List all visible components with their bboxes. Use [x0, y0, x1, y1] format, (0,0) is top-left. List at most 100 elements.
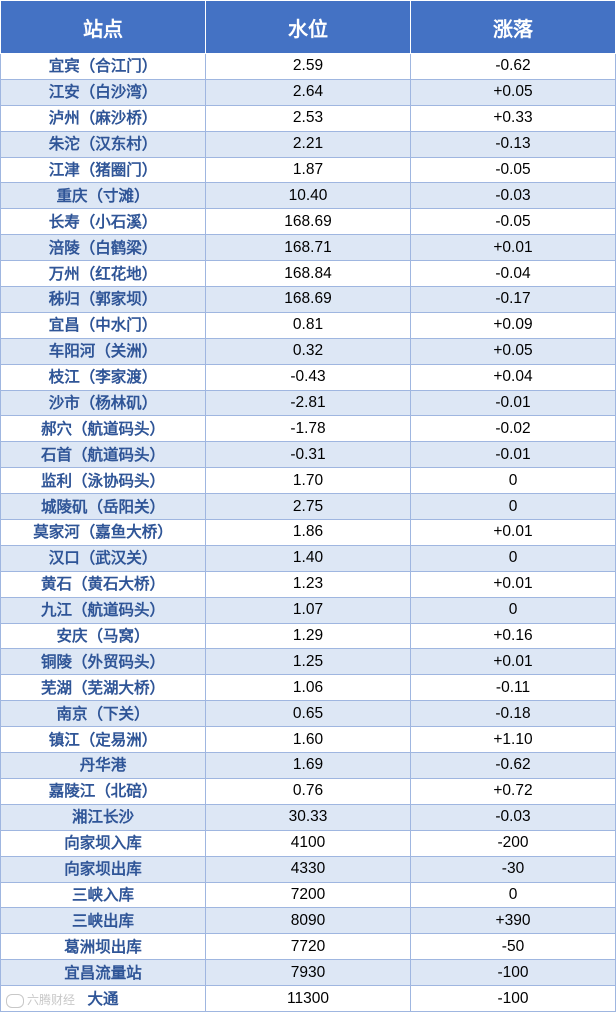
- water-level-cell: -0.43: [205, 363, 411, 391]
- change-cell: -0.18: [410, 700, 616, 728]
- change-cell: +0.33: [410, 104, 616, 132]
- water-level-cell: 1.86: [205, 519, 411, 546]
- station-cell: 湘江长沙: [0, 803, 206, 831]
- change-cell: +0.72: [410, 777, 616, 805]
- station-cell: 万州（红花地）: [0, 260, 206, 288]
- table-row: 三峡入库 7200 0: [0, 881, 616, 909]
- water-level-cell: 0.76: [205, 777, 411, 805]
- change-cell: -0.13: [410, 130, 616, 158]
- station-cell: 黄石（黄石大桥）: [0, 570, 206, 598]
- water-level-cell: 1.70: [205, 467, 411, 495]
- station-cell: 宜宾（合江门）: [0, 53, 206, 80]
- change-cell: +0.01: [410, 234, 616, 262]
- change-cell: -0.62: [410, 752, 616, 779]
- station-cell: 嘉陵江（北碚）: [0, 777, 206, 805]
- station-cell: 车阳河（关洲）: [0, 337, 206, 365]
- water-level-cell: 1.87: [205, 156, 411, 184]
- water-level-cell: 4330: [205, 855, 411, 883]
- table-row: 黄石（黄石大桥） 1.23 +0.01: [0, 570, 616, 598]
- station-cell: 监利（泳协码头）: [0, 467, 206, 495]
- station-cell: 城陵矶（岳阳关）: [0, 493, 206, 521]
- station-cell: 宜昌流量站: [0, 959, 206, 987]
- change-cell: +0.09: [410, 311, 616, 339]
- water-level-cell: 7930: [205, 959, 411, 987]
- table-row: 丹华港 1.69 -0.62: [0, 752, 616, 779]
- change-cell: -100: [410, 985, 616, 1012]
- table-row: 三峡出库 8090 +390: [0, 907, 616, 935]
- water-level-cell: 2.64: [205, 78, 411, 106]
- station-cell: 长寿（小石溪）: [0, 208, 206, 236]
- change-cell: -100: [410, 959, 616, 987]
- station-cell: 莫家河（嘉鱼大桥）: [0, 519, 206, 546]
- header-change: 涨落: [410, 0, 616, 54]
- table-row: 汉口（武汉关） 1.40 0: [0, 544, 616, 572]
- station-cell: 芜湖（芜湖大桥）: [0, 674, 206, 702]
- station-cell: 江安（白沙湾）: [0, 78, 206, 106]
- station-cell: 汉口（武汉关）: [0, 544, 206, 572]
- change-cell: -0.01: [410, 441, 616, 469]
- water-level-cell: 2.53: [205, 104, 411, 132]
- table-row: 江津（猪圈门） 1.87 -0.05: [0, 156, 616, 184]
- change-cell: -50: [410, 933, 616, 961]
- water-level-cell: 7720: [205, 933, 411, 961]
- table-row: 朱沱（汉东村） 2.21 -0.13: [0, 130, 616, 158]
- water-level-cell: 11300: [205, 985, 411, 1012]
- change-cell: +1.10: [410, 726, 616, 754]
- change-cell: +0.01: [410, 570, 616, 598]
- table-row: 秭归（郭家坝） 168.69 -0.17: [0, 286, 616, 313]
- table-row: 车阳河（关洲） 0.32 +0.05: [0, 337, 616, 365]
- water-level-cell: 168.69: [205, 208, 411, 236]
- water-level-cell: 7200: [205, 881, 411, 909]
- water-level-cell: 168.71: [205, 234, 411, 262]
- water-level-cell: 168.84: [205, 260, 411, 288]
- station-cell: 秭归（郭家坝）: [0, 286, 206, 313]
- change-cell: 0: [410, 596, 616, 624]
- table-row: 宜宾（合江门） 2.59 -0.62: [0, 53, 616, 80]
- table-row: 宜昌（中水门） 0.81 +0.09: [0, 311, 616, 339]
- station-cell: 三峡出库: [0, 907, 206, 935]
- water-level-cell: 30.33: [205, 803, 411, 831]
- station-cell: 向家坝入库: [0, 829, 206, 857]
- change-cell: -0.05: [410, 208, 616, 236]
- station-cell: 枝江（李家渡）: [0, 363, 206, 391]
- table-row: 安庆（马窝） 1.29 +0.16: [0, 622, 616, 650]
- change-cell: -0.62: [410, 53, 616, 80]
- water-level-cell: 0.32: [205, 337, 411, 365]
- station-cell: 南京（下关）: [0, 700, 206, 728]
- table-row: 万州（红花地） 168.84 -0.04: [0, 260, 616, 288]
- table-row: 向家坝出库 4330 -30: [0, 855, 616, 883]
- table-row: 江安（白沙湾） 2.64 +0.05: [0, 78, 616, 106]
- water-level-cell: 168.69: [205, 286, 411, 313]
- header-water-level: 水位: [205, 0, 411, 54]
- change-cell: -0.01: [410, 389, 616, 417]
- change-cell: +0.01: [410, 519, 616, 546]
- table-row: 枝江（李家渡） -0.43 +0.04: [0, 363, 616, 391]
- water-level-cell: 2.75: [205, 493, 411, 521]
- station-cell: 铜陵（外贸码头）: [0, 648, 206, 676]
- station-cell: 朱沱（汉东村）: [0, 130, 206, 158]
- water-level-cell: -1.78: [205, 415, 411, 443]
- station-cell: 安庆（马窝）: [0, 622, 206, 650]
- station-cell: 三峡入库: [0, 881, 206, 909]
- change-cell: 0: [410, 467, 616, 495]
- water-level-cell: 2.59: [205, 53, 411, 80]
- change-cell: +390: [410, 907, 616, 935]
- station-cell: 沙市（杨林矶）: [0, 389, 206, 417]
- change-cell: -0.05: [410, 156, 616, 184]
- change-cell: +0.16: [410, 622, 616, 650]
- station-cell: 宜昌（中水门）: [0, 311, 206, 339]
- water-level-cell: 1.06: [205, 674, 411, 702]
- change-cell: -0.17: [410, 286, 616, 313]
- table-row: 湘江长沙 30.33 -0.03: [0, 803, 616, 831]
- station-cell: 丹华港: [0, 752, 206, 779]
- change-cell: +0.05: [410, 337, 616, 365]
- station-cell: 石首（航道码头）: [0, 441, 206, 469]
- table-row: 城陵矶（岳阳关） 2.75 0: [0, 493, 616, 521]
- station-cell: 向家坝出库: [0, 855, 206, 883]
- change-cell: 0: [410, 544, 616, 572]
- table-row: 郝穴（航道码头） -1.78 -0.02: [0, 415, 616, 443]
- change-cell: -0.03: [410, 182, 616, 210]
- table-row: 芜湖（芜湖大桥） 1.06 -0.11: [0, 674, 616, 702]
- table-header: 站点 水位 涨落: [0, 0, 616, 54]
